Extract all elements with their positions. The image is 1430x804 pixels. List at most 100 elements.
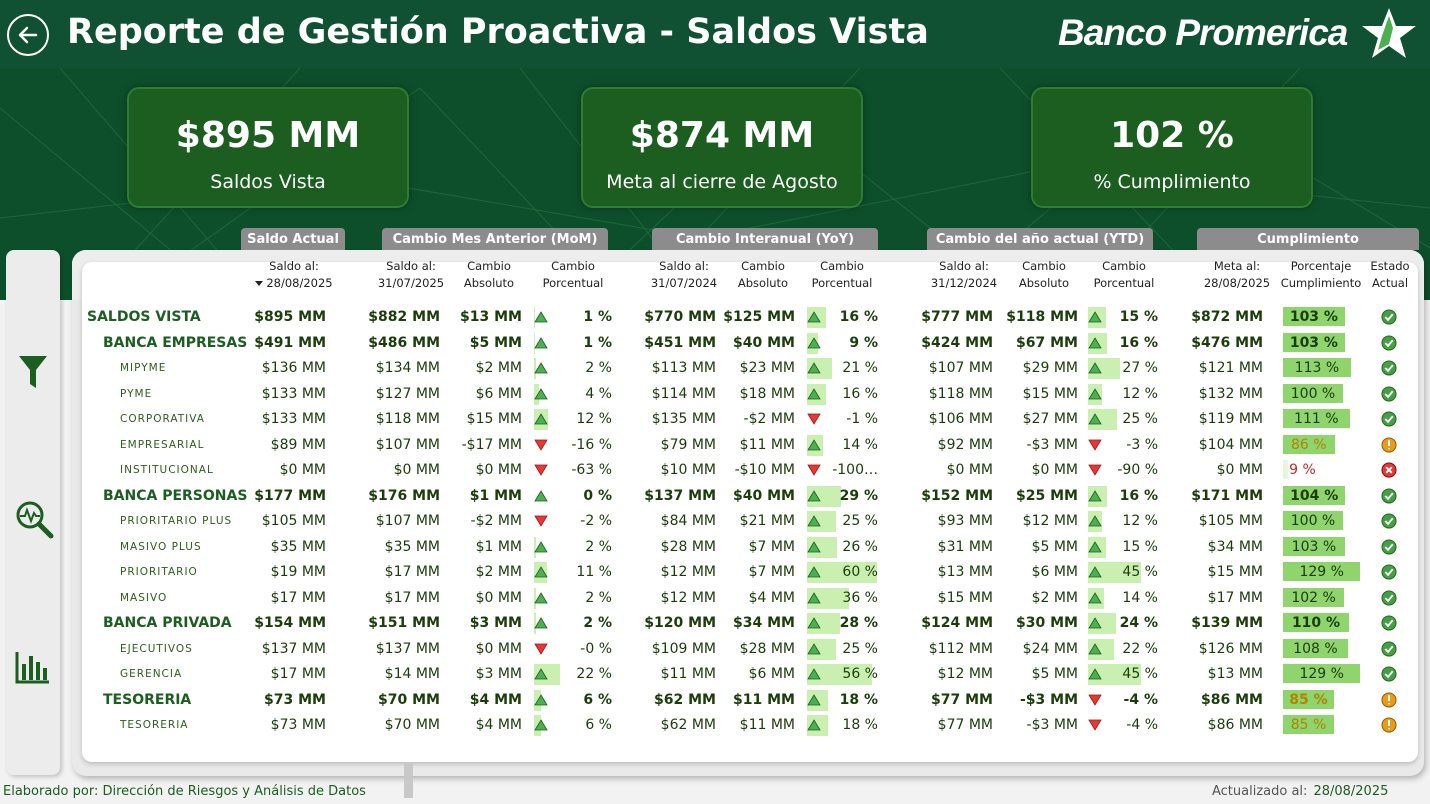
row-label: TESORERIA (120, 719, 189, 731)
header-line: 31/07/2024 (650, 276, 718, 290)
star-logo-icon (1362, 8, 1416, 58)
column-header-mom-saldo[interactable]: Saldo al: 31/07/2025 (370, 258, 452, 292)
table-row-group[interactable]: BANCA EMPRESAS $491 MM $486 MM $5 MM 1 % $451… (82, 331, 1418, 356)
cell-yoy-abs: $40 MM (733, 334, 795, 351)
cell-mom-saldo: $176 MM (368, 487, 440, 504)
cell-mom-abs: $2 MM (475, 360, 522, 376)
column-header-mom-abs[interactable]: Cambio Absoluto (452, 258, 526, 292)
column-header-meta[interactable]: Meta al: 28/08/2025 (1196, 258, 1278, 292)
header-line: Cambio (1022, 259, 1066, 273)
header-line: 31/12/2024 (930, 276, 998, 290)
cell-mom-pct: 1 % (583, 309, 612, 325)
triangle-up-icon (1088, 668, 1102, 680)
kpi-label: % Cumplimiento (1093, 171, 1251, 193)
cell-saldo-actual: $73 MM (264, 691, 326, 708)
warning-circle-icon (1381, 436, 1397, 453)
table-row[interactable]: EMPRESARIAL $89 MM $107 MM -$17 MM -16 % $79 … (82, 433, 1418, 458)
bar-chart-icon[interactable] (13, 648, 53, 688)
column-header-estado[interactable]: Estado Actual (1364, 258, 1416, 292)
header-line: 28/08/2025 (1203, 276, 1271, 290)
header-line: 28/08/2025 (266, 276, 333, 290)
change-bar (534, 332, 536, 354)
cell-yoy-saldo: $12 MM (660, 564, 716, 580)
triangle-down-icon (1088, 694, 1102, 706)
cell-yoy-abs: $18 MM (739, 385, 795, 402)
change-bar (807, 587, 849, 609)
table-row-group[interactable]: BANCA PRIVADA $154 MM $151 MM $3 MM 2 % $120 … (82, 611, 1418, 636)
cell-yoy-pct: 28 % (839, 615, 878, 631)
column-header-ytd-pct[interactable]: Cambio Porcentual (1084, 258, 1164, 292)
cumplimiento-bar (1283, 536, 1345, 556)
cell-mom-abs: $6 MM (475, 385, 522, 402)
cell-mom-saldo: $134 MM (375, 360, 440, 376)
cell-meta: $121 MM (1198, 360, 1263, 376)
cell-pct-cumplimiento: 110 % (1291, 615, 1341, 631)
cell-meta: $86 MM (1201, 691, 1263, 708)
cell-mom-abs: $1 MM (475, 538, 522, 555)
column-header-yoy-saldo[interactable]: Saldo al: 31/07/2024 (643, 258, 725, 292)
cell-ytd-pct: 27 % (1122, 360, 1158, 376)
header-line: Cambio (820, 259, 864, 273)
cell-mom-abs: -$2 MM (470, 513, 522, 529)
cell-mom-abs: $5 MM (469, 334, 522, 351)
cumplimiento-bar (1283, 562, 1361, 581)
column-header-saldo-actual[interactable]: Saldo al: 28/08/2025 (253, 258, 335, 292)
search-analytics-icon[interactable] (13, 498, 55, 540)
column-header-ytd-saldo[interactable]: Saldo al: 31/12/2024 (923, 258, 1005, 292)
header-line: Cambio (741, 259, 785, 273)
cell-ytd-abs: $30 MM (1016, 615, 1078, 631)
column-header-yoy-pct[interactable]: Cambio Porcentual (802, 258, 882, 292)
column-header-pct-cump[interactable]: Porcentaje Cumplimiento (1279, 258, 1363, 292)
table-row[interactable]: EJECUTIVOS $137 MM $137 MM $0 MM -0 % $109 MM… (82, 637, 1418, 662)
cell-ytd-pct: 16 % (1119, 334, 1158, 351)
table-row[interactable]: MIPYME $136 MM $134 MM $2 MM 2 % $113 MM $23 M… (82, 356, 1418, 381)
check-circle-icon (1381, 360, 1397, 376)
back-button[interactable] (7, 14, 49, 56)
cell-yoy-saldo: $109 MM (651, 640, 716, 657)
horizontal-scrollbar[interactable] (404, 762, 413, 798)
table-row-group[interactable]: SALDOS VISTA $895 MM $882 MM $13 MM 1 % $770 … (82, 305, 1418, 330)
cumplimiento-bar (1283, 409, 1350, 428)
cumplimiento-bar (1283, 587, 1345, 607)
cell-yoy-abs: $125 MM (723, 309, 795, 325)
table-row[interactable]: TESORERIA $73 MM $70 MM $4 MM 6 % $62 MM $11 M… (82, 713, 1418, 738)
header-line: Porcentual (542, 276, 604, 290)
cell-yoy-abs: $28 MM (739, 640, 795, 657)
filter-icon[interactable] (13, 350, 53, 394)
table-row[interactable]: MASIVO PLUS $35 MM $35 MM $1 MM 2 % $28 MM $7 … (82, 535, 1418, 560)
logo-text: Banco Promerica (1058, 12, 1348, 53)
change-bar (1088, 358, 1120, 379)
table-row[interactable]: PYME $133 MM $127 MM $6 MM 4 % $114 MM $18 MM 1… (82, 382, 1418, 407)
cell-ytd-pct: 22 % (1122, 640, 1158, 657)
cumplimiento-bar (1283, 664, 1361, 683)
row-label: INSTITUCIONAL (120, 464, 214, 476)
cell-mom-pct: -2 % (580, 513, 612, 529)
column-header-mom-pct[interactable]: Cambio Porcentual (532, 258, 614, 292)
cell-meta: $0 MM (1216, 462, 1263, 478)
cell-pct-cumplimiento: 9 % (1289, 462, 1316, 478)
table-row[interactable]: MASIVO $17 MM $17 MM $0 MM 2 % $12 MM $4 MM 36 … (82, 586, 1418, 611)
triangle-up-icon (534, 540, 548, 552)
table-row[interactable]: PRIORITARIO $19 MM $17 MM $2 MM 11 % $12 MM $7… (82, 560, 1418, 585)
check-circle-icon (1381, 640, 1397, 657)
triangle-up-icon (534, 311, 548, 323)
cell-yoy-saldo: $28 MM (660, 538, 716, 555)
cell-mom-saldo: $14 MM (384, 666, 440, 682)
table-row[interactable]: PRIORITARIO PLUS $105 MM $107 MM -$2 MM -2 %… (82, 509, 1418, 534)
table-row[interactable]: CORPORATIVA $133 MM $118 MM $15 MM 12 % $135 … (82, 407, 1418, 432)
triangle-up-icon (1088, 413, 1102, 425)
table-row-group[interactable]: BANCA PERSONAS $177 MM $176 MM $1 MM 0 % $137… (82, 484, 1418, 509)
cell-mom-abs: $0 MM (475, 462, 522, 478)
cell-yoy-pct: 56 % (842, 666, 878, 682)
cell-ytd-saldo: $92 MM (937, 436, 993, 453)
change-bar (534, 383, 539, 405)
table-row-group[interactable]: TESORERIA $73 MM $70 MM $4 MM 6 % $62 MM $11 M… (82, 688, 1418, 713)
triangle-down-icon (1088, 439, 1102, 451)
column-header-ytd-abs[interactable]: Cambio Absoluto (1007, 258, 1081, 292)
table-row[interactable]: GERENCIA $17 MM $14 MM $3 MM 22 % $11 MM $6 MM… (82, 662, 1418, 687)
table-row[interactable]: INSTITUCIONAL $0 MM $0 MM $0 MM -63 % $10 MM -… (82, 458, 1418, 483)
cell-ytd-abs: $6 MM (1031, 564, 1078, 580)
column-header-yoy-abs[interactable]: Cambio Absoluto (726, 258, 800, 292)
page-title: Reporte de Gestión Proactiva - Saldos Vi… (67, 12, 929, 52)
cell-mom-abs: $4 MM (475, 717, 522, 733)
